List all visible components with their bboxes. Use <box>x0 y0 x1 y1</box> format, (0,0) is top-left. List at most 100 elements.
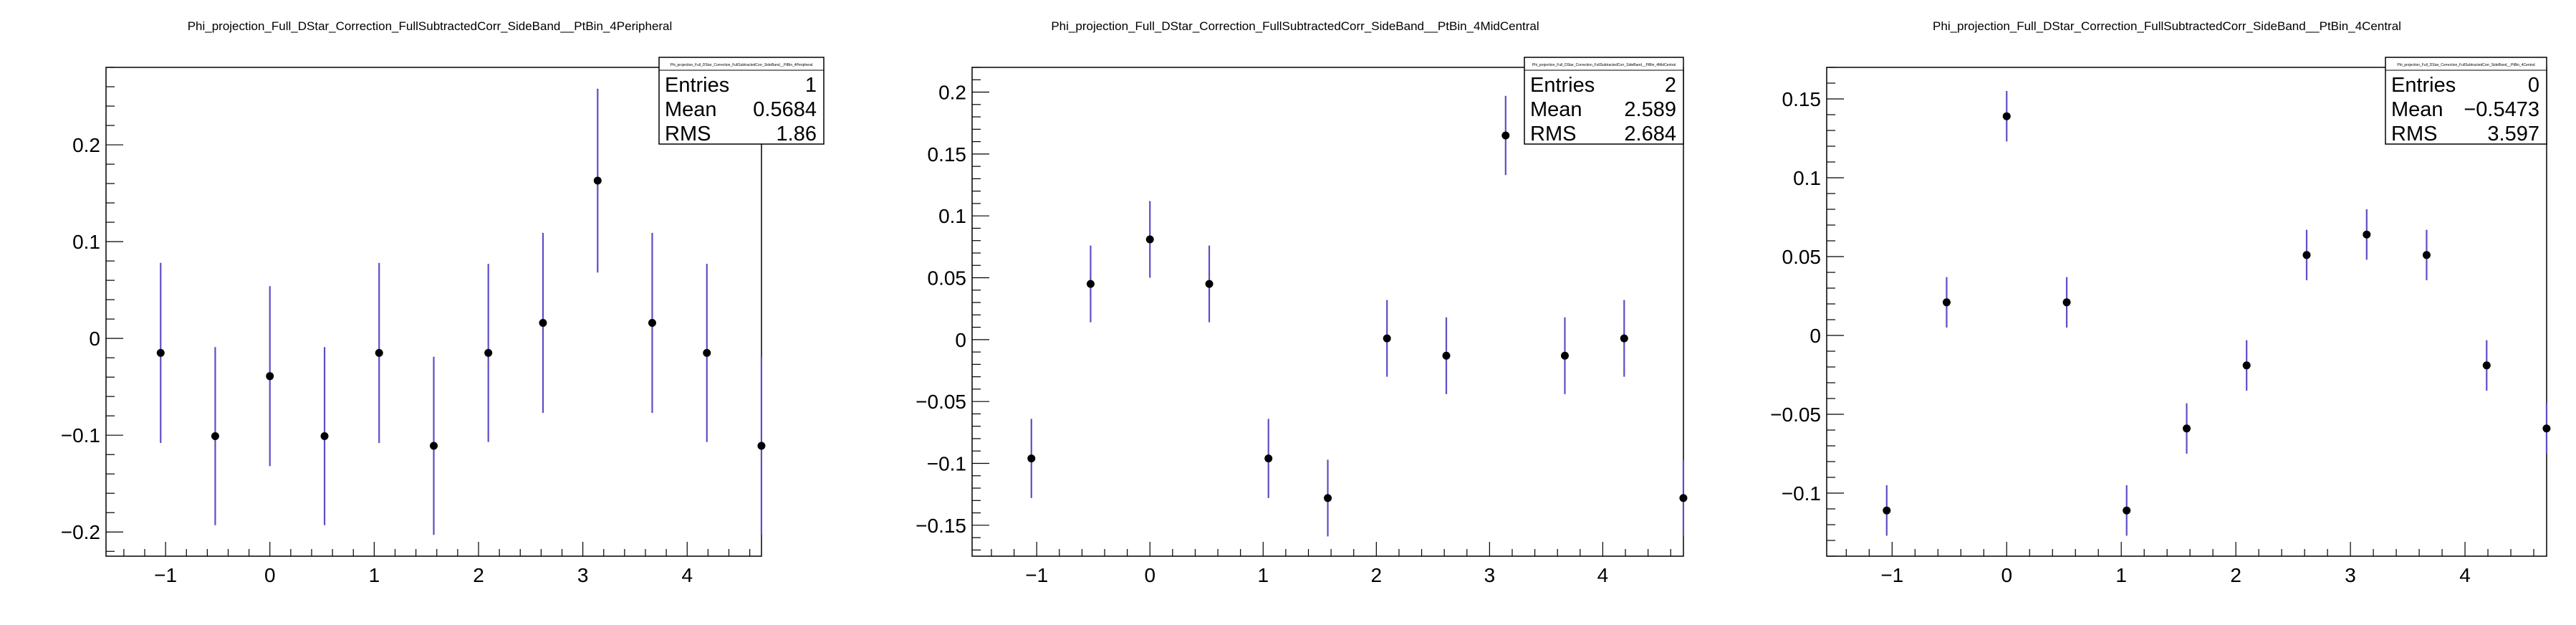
y-tick-label: 0 <box>955 329 966 351</box>
data-point <box>2183 424 2191 433</box>
y-tick-label: 0.2 <box>72 134 100 156</box>
data-point <box>1501 131 1510 140</box>
stats-title: Phi_projection_Full_DStar_Correction_Ful… <box>1532 63 1676 67</box>
y-tick-label: −0.1 <box>927 453 966 475</box>
stats-value: 3.597 <box>2487 123 2539 145</box>
data-point <box>2482 361 2491 370</box>
stats-label: Entries <box>2391 74 2456 97</box>
data-point <box>539 319 547 328</box>
stats-label: RMS <box>1530 123 1576 145</box>
data-point <box>2542 424 2551 433</box>
data-point <box>2242 361 2251 370</box>
stats-value: 2 <box>1665 74 1676 97</box>
x-tick-label: 1 <box>369 564 380 586</box>
chart-panel-1: Phi_projection_Full_DStar_Correction_Ful… <box>61 19 825 586</box>
chart-title: Phi_projection_Full_DStar_Correction_Ful… <box>1933 19 2401 33</box>
data-point <box>1086 280 1095 288</box>
stats-box <box>658 57 825 145</box>
stats-box <box>1524 57 1684 145</box>
y-tick-label: 0.2 <box>938 82 966 104</box>
stats-title: Phi_projection_Full_DStar_Correction_Ful… <box>670 63 812 67</box>
data-point <box>1205 280 1213 288</box>
data-point <box>320 432 329 441</box>
y-tick-label: 0.15 <box>928 143 967 166</box>
x-tick-label: 2 <box>1371 564 1383 586</box>
x-tick-label: 0 <box>264 564 276 586</box>
chart-title: Phi_projection_Full_DStar_Correction_Ful… <box>188 19 673 33</box>
stats-label: Entries <box>665 74 729 97</box>
plot-frame <box>1826 67 2547 557</box>
stats-label: Mean <box>1530 98 1582 121</box>
data-point <box>266 372 274 381</box>
stats-value: 0 <box>2528 74 2539 97</box>
x-tick-label: −1 <box>1880 564 1903 586</box>
data-point <box>1942 298 1951 307</box>
stats-value: −0.5473 <box>2464 98 2539 121</box>
x-tick-label: −1 <box>1025 564 1048 586</box>
stats-label: RMS <box>665 123 711 145</box>
stats-value: 1 <box>805 74 817 97</box>
y-tick-label: −0.1 <box>61 424 100 447</box>
x-tick-label: −1 <box>154 564 177 586</box>
data-point <box>2422 251 2431 259</box>
data-point <box>757 442 766 450</box>
y-tick-label: −0.2 <box>61 521 100 543</box>
data-point <box>1383 334 1391 343</box>
data-point <box>156 348 165 357</box>
stats-value: 0.5684 <box>753 98 817 121</box>
data-point <box>375 348 383 357</box>
stats-value: 2.684 <box>1624 123 1676 145</box>
x-tick-label: 3 <box>577 564 589 586</box>
y-tick-label: 0.05 <box>1782 246 1822 268</box>
data-point <box>1620 334 1628 343</box>
data-point <box>1324 494 1332 502</box>
stats-label: Mean <box>665 98 717 121</box>
x-tick-label: 3 <box>2345 564 2356 586</box>
x-tick-label: 2 <box>473 564 484 586</box>
stats-value: 1.86 <box>777 123 817 145</box>
stats-box <box>2385 57 2547 145</box>
x-tick-label: 3 <box>1484 564 1496 586</box>
data-point <box>703 348 711 357</box>
data-point <box>1264 454 1273 463</box>
stats-label: RMS <box>2391 123 2437 145</box>
x-tick-label: 4 <box>1597 564 1609 586</box>
x-tick-label: 1 <box>2115 564 2127 586</box>
y-tick-label: −0.05 <box>915 391 966 413</box>
stats-label: Entries <box>1530 74 1595 97</box>
data-point <box>484 348 493 357</box>
data-point <box>593 176 602 185</box>
y-tick-label: 0.05 <box>928 267 967 290</box>
y-tick-label: 0 <box>89 328 100 350</box>
y-tick-label: 0.1 <box>938 205 966 227</box>
data-point <box>1027 454 1036 463</box>
y-tick-label: 0.1 <box>1793 167 1821 189</box>
y-tick-label: −0.05 <box>1770 404 1821 426</box>
data-point <box>211 432 219 441</box>
x-tick-label: 4 <box>2459 564 2471 586</box>
data-point <box>2062 298 2071 307</box>
chart-panel-2: Phi_projection_Full_DStar_Correction_Ful… <box>915 19 1688 586</box>
x-tick-label: 2 <box>2230 564 2241 586</box>
data-point <box>2363 230 2371 239</box>
x-tick-label: 0 <box>2001 564 2012 586</box>
y-tick-label: 0 <box>1810 325 1821 347</box>
stats-value: 2.589 <box>1624 98 1676 121</box>
data-point <box>1442 351 1451 360</box>
data-point <box>2002 112 2011 120</box>
plot-frame <box>971 67 1684 557</box>
y-tick-label: 0.15 <box>1782 88 1822 110</box>
chart-panel-3: Phi_projection_Full_DStar_Correction_Ful… <box>1770 19 2551 586</box>
data-point <box>1145 235 1154 244</box>
data-point <box>2302 251 2311 259</box>
plot-frame <box>105 67 762 557</box>
stats-label: Mean <box>2391 98 2443 121</box>
data-point <box>1883 506 1891 515</box>
chart-title: Phi_projection_Full_DStar_Correction_Ful… <box>1051 19 1539 33</box>
y-tick-label: −0.1 <box>1782 482 1821 505</box>
data-point <box>1679 494 1688 502</box>
x-tick-label: 1 <box>1258 564 1269 586</box>
x-tick-label: 0 <box>1144 564 1155 586</box>
stats-title: Phi_projection_Full_DStar_Correction_Ful… <box>2397 63 2534 67</box>
